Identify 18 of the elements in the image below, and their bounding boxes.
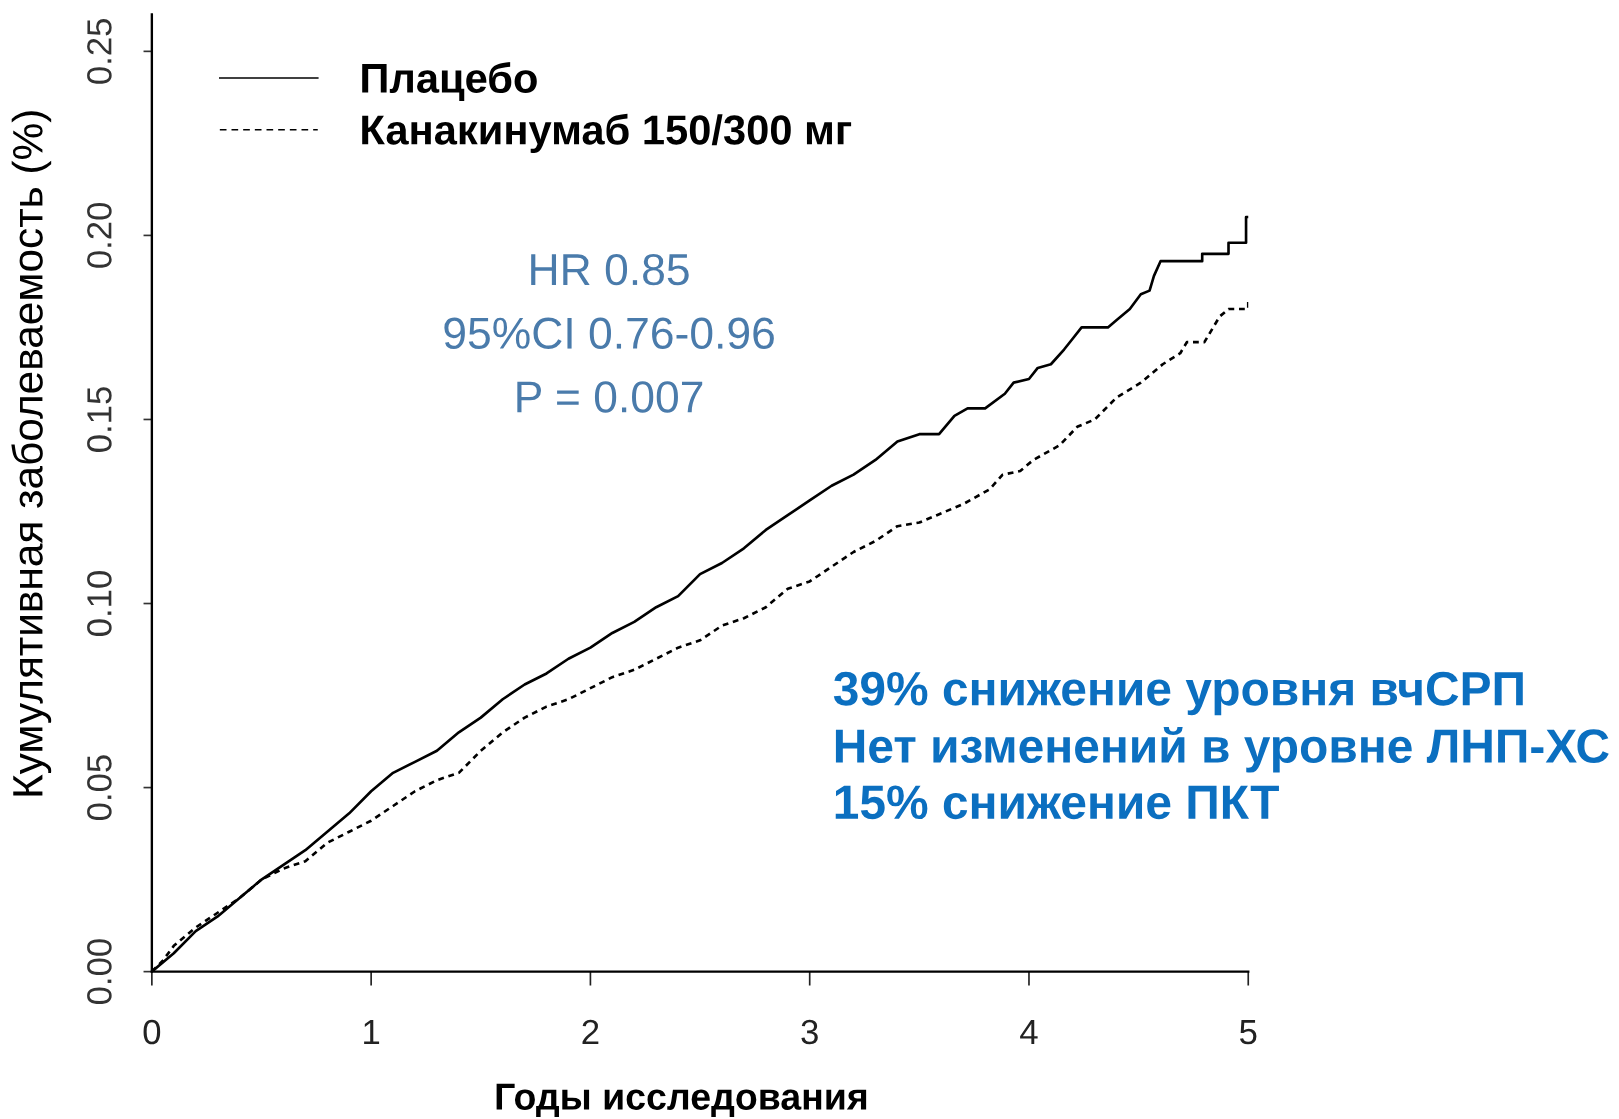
y-axis-title: Кумулятивная заболеваемость (%) [11,111,52,796]
legend-label: Канакинумаб 150/300 мг [362,113,852,153]
x-tick-label: 2 [582,1019,599,1045]
y-tick-label: 0.10 [87,571,112,636]
y-tick-label: 0.15 [87,387,112,452]
x-tick-label: 1 [364,1020,380,1045]
x-axis-title: Годы исследования [496,1083,867,1118]
x-tick-label: 4 [1020,1020,1038,1045]
y-tick-label: 0.25 [87,19,112,84]
x-tick-label: 3 [801,1019,818,1045]
x-tick-label: 0 [143,1019,161,1045]
x-tick-label: 5 [1239,1020,1257,1045]
y-tick-label: 0.20 [87,202,112,268]
y-tick-label: 0.00 [87,939,112,1005]
annotation: 39% снижение уровня вчСРП Нет изменений в уровне ЛНП-ХС 15% снижение ПКТ [833,671,1609,820]
annotation: HR 0.85 95%CI 0.76-0.96 P = 0.007 [444,253,774,413]
y-tick-label: 0.05 [87,755,112,820]
legend-label: Плацебо [362,62,537,101]
